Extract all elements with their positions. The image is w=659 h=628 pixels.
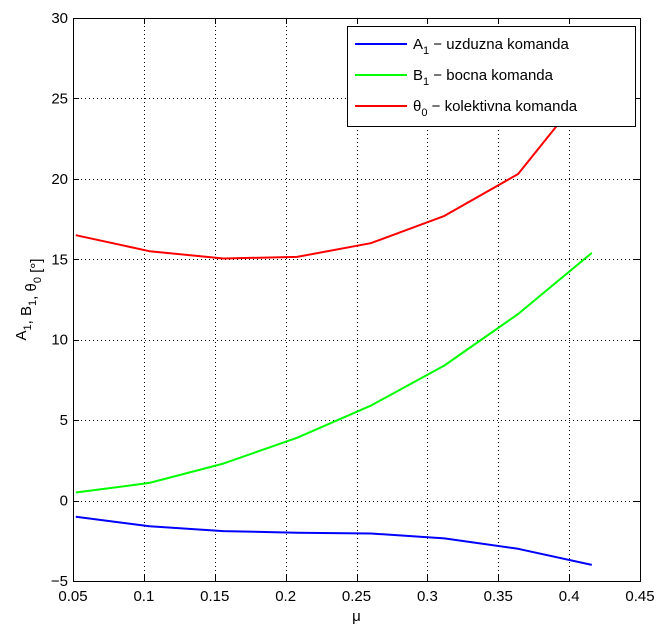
x-tick-label: 0.45 [625, 588, 654, 605]
series-line-0 [75, 515, 593, 566]
y-tick-label: 30 [51, 10, 68, 27]
x-tick-label: 0.1 [133, 588, 154, 605]
x-tick-label: 0.15 [200, 588, 229, 605]
x-axis-label: μ [352, 608, 361, 625]
y-tick-label: 10 [51, 332, 68, 349]
y-tick-label: 15 [51, 251, 68, 268]
legend-label-0: A1 − uzduzna komanda [413, 36, 569, 57]
y-tick-label: −5 [51, 573, 68, 590]
legend-label-1: B1 − bocna komanda [413, 67, 554, 88]
x-tick-label: 0.4 [559, 588, 580, 605]
series-line-2 [75, 81, 593, 260]
series-group [75, 81, 593, 566]
x-tick-label: 0.05 [58, 588, 87, 605]
legend-label-2: θ0 − kolektivna komanda [413, 98, 578, 119]
x-tick-labels: 0.05 0.1 0.15 0.2 0.25 0.3 0.35 0.4 0.45 [58, 588, 654, 605]
y-tick-label: 25 [51, 90, 68, 107]
x-tick-label: 0.35 [484, 588, 513, 605]
y-tick-label: 5 [60, 412, 68, 429]
x-tick-label: 0.25 [342, 588, 371, 605]
y-axis-label: A1, B1, θ0 [°] [13, 259, 45, 341]
legend: A1 − uzduzna komanda B1 − bocna komanda θ0… [347, 26, 636, 127]
y-tick-label: 20 [51, 171, 68, 188]
y-tick-label: 0 [60, 493, 68, 510]
x-tick-label: 0.3 [417, 588, 438, 605]
series-line-1 [75, 252, 593, 494]
x-tick-label: 0.2 [275, 588, 296, 605]
y-tick-labels: −5 0 5 10 15 20 25 30 [51, 10, 68, 590]
tick-marks [73, 18, 641, 582]
